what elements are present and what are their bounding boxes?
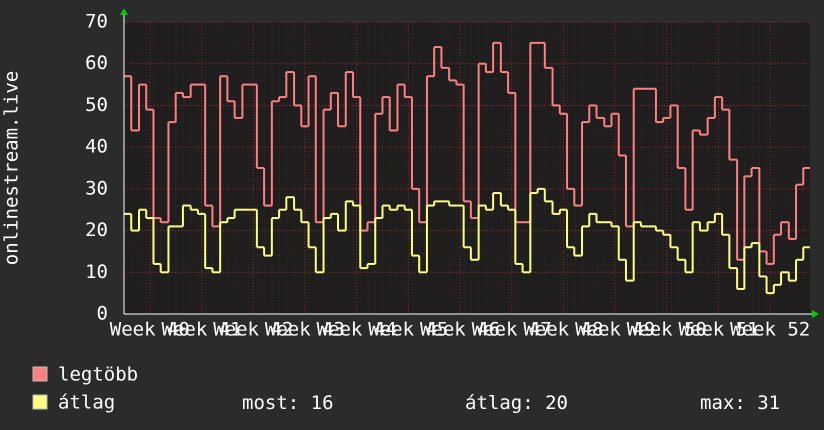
- x-tick-label: Week 49: [575, 319, 655, 341]
- stat-value: 31: [757, 392, 780, 414]
- x-axis-arrow: [812, 310, 819, 318]
- y-tick-label: 20: [85, 219, 108, 241]
- y-tick-label: 0: [97, 303, 108, 325]
- legend-swatch: [32, 394, 48, 410]
- y-tick-label: 60: [85, 52, 108, 74]
- x-tick-label: Week 50: [627, 319, 707, 341]
- y-tick-label: 40: [85, 136, 108, 158]
- stat-label: max:: [700, 392, 746, 414]
- grid: [124, 21, 810, 315]
- x-tick-label: Week 48: [523, 319, 603, 341]
- stat: max: 31: [700, 392, 780, 414]
- x-tick-label: Week 42: [213, 319, 293, 341]
- y-axis-arrow: [120, 8, 128, 15]
- stat: átlag: 20: [465, 392, 568, 414]
- legend-label: átlag: [58, 392, 115, 414]
- x-tick-label: Week 40: [110, 319, 190, 341]
- x-tick-label: Week 46: [420, 319, 500, 341]
- y-tick-label: 30: [85, 177, 108, 199]
- y-tick-label: 10: [85, 261, 108, 283]
- y-tick-label: 70: [85, 11, 108, 33]
- stat-label: most:: [242, 392, 299, 414]
- y-axis-label: onlinestream.live: [1, 71, 23, 265]
- stat: most: 16: [242, 392, 334, 414]
- legend-label: legtöbb: [58, 364, 138, 386]
- marks: [124, 41, 810, 295]
- x-tick-label: Week 52: [730, 319, 810, 341]
- stat-label: átlag:: [465, 392, 534, 414]
- x-tick-label: Week 45: [368, 319, 448, 341]
- legend-swatch: [32, 366, 48, 382]
- x-tick-label: Week 41: [162, 319, 242, 341]
- stat-value: 16: [311, 392, 334, 414]
- x-tick-label: Week 44: [317, 319, 397, 341]
- minor-grid: [124, 22, 810, 314]
- x-tick-label: Week 47: [472, 319, 552, 341]
- y-tick-label: 50: [85, 94, 108, 116]
- stat-value: 20: [545, 392, 568, 414]
- x-tick-label: Week 51: [678, 319, 758, 341]
- x-tick-label: Week 43: [265, 319, 345, 341]
